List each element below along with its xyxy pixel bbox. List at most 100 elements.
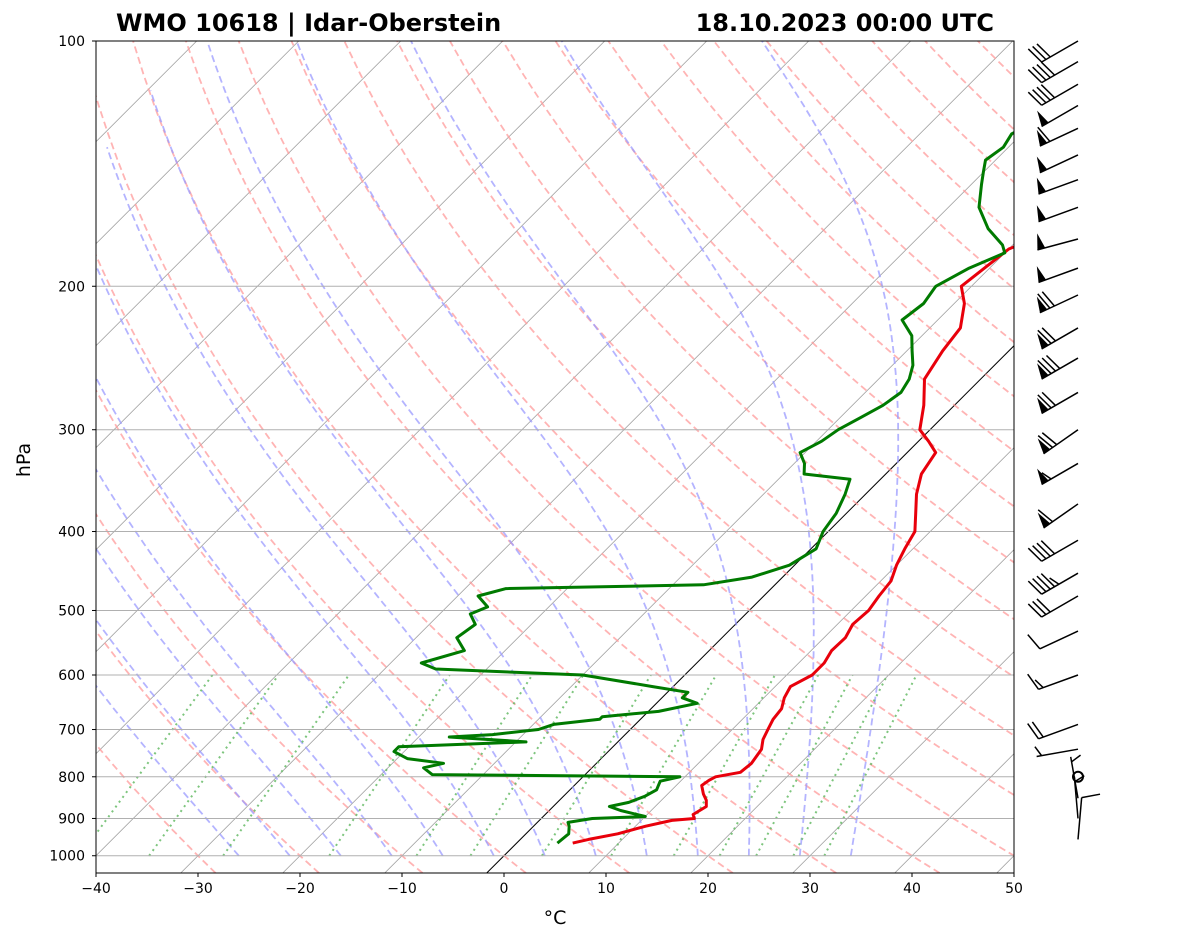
barb-pennant — [1036, 296, 1048, 313]
x-tick-label: 10 — [597, 881, 615, 897]
barb-full — [1040, 540, 1056, 555]
dry-adiabat — [132, 41, 837, 873]
isotherm-line — [96, 41, 810, 755]
wind-barb — [1027, 721, 1079, 740]
barb-full — [1032, 45, 1047, 61]
barb-full — [1027, 68, 1043, 84]
barb-pennant — [1037, 233, 1046, 250]
barb-full — [1037, 126, 1051, 142]
dry-adiabat — [343, 41, 1014, 737]
isotherm-line — [96, 41, 912, 857]
barb-full — [1036, 542, 1051, 557]
y-axis-label: hPa — [13, 443, 35, 477]
moist-adiabat — [410, 41, 751, 856]
mixing-ratio-line — [610, 674, 717, 857]
wind-barb — [1037, 354, 1079, 380]
y-tick-label: 1000 — [49, 849, 85, 865]
isotherm-line — [894, 753, 1014, 873]
barb-pennant — [1037, 333, 1049, 349]
mixing-ratio-line — [792, 674, 889, 857]
x-tick-label: 50 — [1005, 881, 1023, 897]
pressure-gridlines — [96, 40, 1014, 857]
barb-staff — [1041, 595, 1079, 618]
wind-barb — [1034, 746, 1079, 758]
x-tick-label: −30 — [183, 881, 213, 897]
barb-full — [1036, 63, 1051, 79]
barb-pennant — [1037, 397, 1049, 414]
mixing-ratio-line — [823, 674, 918, 857]
dewpoint-profile — [392, 131, 1014, 845]
wind-barb — [1027, 40, 1079, 63]
dry-adiabat — [96, 388, 527, 873]
isotherm-line — [792, 651, 1014, 873]
y-tick-label: 600 — [58, 668, 85, 684]
barb-full — [1027, 580, 1043, 595]
y-tick-label: 700 — [58, 723, 85, 739]
isotherm-line — [96, 41, 402, 347]
barb-staff — [1043, 503, 1079, 529]
plot-frame — [95, 40, 1015, 874]
barb-pennant — [1036, 156, 1048, 173]
plot-area-lines — [96, 41, 1014, 873]
barb-full — [1027, 723, 1040, 740]
barb-full — [1040, 61, 1056, 76]
isotherm-line — [588, 447, 1014, 873]
wind-barb — [1027, 83, 1079, 106]
barb-full — [1036, 43, 1051, 58]
wind-barb — [1037, 429, 1079, 455]
wind-barb — [1036, 291, 1079, 314]
wind-barb — [1036, 177, 1079, 195]
dry-adiabat — [96, 743, 217, 873]
x-tick-label: 30 — [801, 881, 819, 897]
barb-staff — [1038, 206, 1079, 223]
moist-adiabat — [149, 90, 597, 856]
mixing-ratio-line — [672, 674, 776, 857]
barb-full — [1041, 432, 1058, 446]
barb-full — [1027, 547, 1043, 562]
wind-barb — [1037, 233, 1079, 251]
barb-half — [1034, 746, 1043, 757]
wind-barb — [1036, 154, 1079, 174]
dry-adiabat — [396, 41, 1014, 678]
barb-full — [1027, 634, 1041, 650]
isotherm-line — [96, 41, 300, 245]
dry-adiabat — [554, 41, 1014, 508]
barb-full — [1036, 575, 1051, 590]
wind-barb — [1027, 60, 1079, 84]
wind-barb — [1037, 327, 1079, 350]
wind-barb — [1027, 539, 1079, 562]
barb-full — [1032, 66, 1047, 81]
wind-barb — [1072, 770, 1084, 783]
barb-full — [1027, 48, 1043, 63]
x-tick-label: 40 — [903, 881, 921, 897]
barb-staff — [1036, 748, 1079, 758]
wind-barb — [1036, 126, 1079, 147]
y-tick-label: 200 — [58, 279, 85, 295]
moist-adiabat — [106, 146, 546, 857]
barb-full — [1027, 91, 1043, 106]
barb-pennant — [1037, 512, 1051, 529]
barb-full — [1037, 329, 1052, 344]
x-tick-label: 20 — [699, 881, 717, 897]
barb-full — [1045, 354, 1061, 370]
x-tick-label: 0 — [500, 881, 509, 897]
barb-pennant — [1036, 177, 1047, 195]
moist-adiabat — [206, 41, 648, 856]
barb-pennant — [1036, 129, 1048, 147]
y-tick-label: 300 — [58, 423, 85, 439]
moist-adiabat — [561, 41, 815, 856]
dry-adiabat — [607, 41, 1014, 453]
wind-barb — [1037, 391, 1079, 415]
wind-barb — [1036, 205, 1079, 223]
barb-staff — [1041, 60, 1079, 84]
mixing-ratio-line — [148, 674, 280, 857]
wind-barb — [1077, 793, 1101, 840]
barb-staff — [1038, 267, 1079, 284]
dry-adiabat — [660, 41, 1014, 398]
barb-pennant — [1037, 110, 1049, 127]
wind-barb — [1027, 630, 1079, 650]
barb-staff — [1038, 723, 1079, 740]
barb-full — [1031, 721, 1044, 738]
barb-pennant — [1037, 438, 1051, 454]
isotherm-line — [690, 549, 1014, 873]
